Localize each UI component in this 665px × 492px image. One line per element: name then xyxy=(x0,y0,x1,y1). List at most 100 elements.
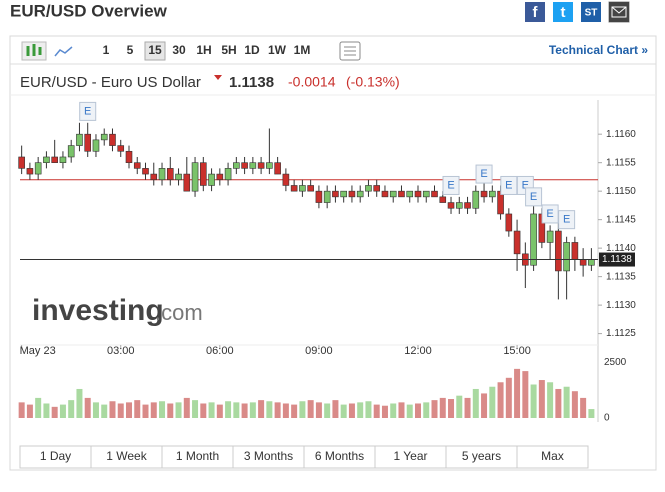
candle-icon xyxy=(26,44,42,56)
interval-button[interactable]: 15 xyxy=(148,43,162,57)
candle-body xyxy=(166,168,174,181)
line-type-button[interactable] xyxy=(54,46,73,57)
candle-body xyxy=(472,190,480,209)
event-label: E xyxy=(447,179,454,191)
candle-body xyxy=(439,196,447,203)
range-label: 1 Week xyxy=(106,449,147,463)
volume-bar xyxy=(26,404,33,418)
candle-body xyxy=(67,145,75,158)
event-marker[interactable] xyxy=(442,175,460,195)
share-icon: f xyxy=(533,4,539,21)
interval-button[interactable]: 1D xyxy=(244,43,260,57)
candle-body xyxy=(505,213,513,232)
candle-body xyxy=(34,162,42,175)
candle-body xyxy=(266,162,273,169)
candle-body xyxy=(208,173,215,186)
volume-bar xyxy=(588,409,595,418)
candle-body xyxy=(274,162,281,175)
volume-bar xyxy=(414,403,421,418)
volume-bar xyxy=(208,402,215,418)
candle-body xyxy=(117,145,125,152)
candle-body xyxy=(307,185,314,192)
candle-body xyxy=(191,162,199,192)
candle-body xyxy=(175,173,182,181)
interval-button[interactable]: 1W xyxy=(268,43,287,57)
interval-button[interactable]: 1H xyxy=(196,43,211,57)
candle-body xyxy=(76,133,83,146)
event-label: E xyxy=(530,191,537,203)
candle-body xyxy=(233,162,240,169)
event-marker[interactable] xyxy=(500,175,518,195)
candle-body xyxy=(431,190,438,198)
candle-body xyxy=(290,185,298,192)
volume-bar xyxy=(175,402,182,418)
settings-icon xyxy=(344,46,356,56)
interval-button[interactable]: 1 xyxy=(103,43,110,57)
down-arrow xyxy=(214,75,222,80)
event-label: E xyxy=(563,214,570,226)
volume-bar xyxy=(68,400,75,418)
candle-body xyxy=(142,168,149,175)
range-button[interactable] xyxy=(516,445,589,469)
volume-bar xyxy=(431,400,438,418)
volume-bar xyxy=(538,380,545,418)
volume-bar xyxy=(398,402,405,418)
volume-bar xyxy=(464,397,471,418)
volume-bar xyxy=(43,403,50,418)
event-marker[interactable] xyxy=(475,164,493,184)
volume-bar xyxy=(514,368,521,418)
event-marker[interactable] xyxy=(558,210,576,230)
instrument-name: EUR/USD - Euro US Dollar xyxy=(20,74,201,91)
candle-body xyxy=(480,190,488,198)
volume-bar xyxy=(109,401,116,418)
event-marker[interactable] xyxy=(525,187,543,207)
y-tick-label: 1.1160 xyxy=(606,129,636,140)
candle-body xyxy=(257,162,265,169)
share-button[interactable] xyxy=(581,2,601,22)
volume-bar xyxy=(92,402,99,418)
x-tick-label: 15:00 xyxy=(503,345,531,357)
share-icon: t xyxy=(561,4,566,21)
volume-bar xyxy=(348,403,355,418)
chart-frame xyxy=(9,35,657,471)
interval-button[interactable]: 30 xyxy=(172,43,186,57)
interval-button[interactable]: 5 xyxy=(127,43,134,57)
volume-bar xyxy=(299,401,306,418)
volume-bar xyxy=(142,404,149,418)
event-marker[interactable] xyxy=(541,204,559,224)
volume-bar xyxy=(448,399,455,418)
volume-bar xyxy=(324,403,331,418)
x-tick-label: May 23 xyxy=(20,345,56,357)
candle-body xyxy=(282,173,290,186)
volume-bar xyxy=(522,371,529,418)
candle-body xyxy=(414,190,422,198)
technical-chart-link[interactable]: Technical Chart » xyxy=(549,43,648,57)
volume-bar xyxy=(159,401,166,418)
range-label: 3 Months xyxy=(244,449,293,463)
candle-body xyxy=(125,150,133,163)
candle-body xyxy=(299,185,306,192)
candle-body xyxy=(340,190,347,198)
volume-bar xyxy=(456,395,463,418)
candle-body xyxy=(513,230,521,255)
share-button[interactable] xyxy=(525,2,545,22)
volume-bar xyxy=(150,402,157,418)
interval-button[interactable]: 5H xyxy=(221,43,236,57)
candle-body xyxy=(109,133,116,146)
event-marker[interactable] xyxy=(79,101,97,121)
x-tick-label: 03:00 xyxy=(107,345,135,357)
volume-bar xyxy=(365,401,372,418)
volume-bar xyxy=(35,397,42,418)
x-tick-label: 09:00 xyxy=(305,345,333,357)
share-icon: ST xyxy=(585,8,598,19)
share-button[interactable] xyxy=(553,2,573,22)
volume-bar xyxy=(505,377,512,418)
volume-bar xyxy=(555,388,562,418)
volume-bar xyxy=(381,405,388,418)
candle-body xyxy=(373,185,381,192)
change-percent: (-0.13%) xyxy=(346,74,400,90)
interval-button[interactable]: 1M xyxy=(294,43,311,57)
last-price-box xyxy=(599,252,635,267)
candle-body xyxy=(315,190,323,203)
